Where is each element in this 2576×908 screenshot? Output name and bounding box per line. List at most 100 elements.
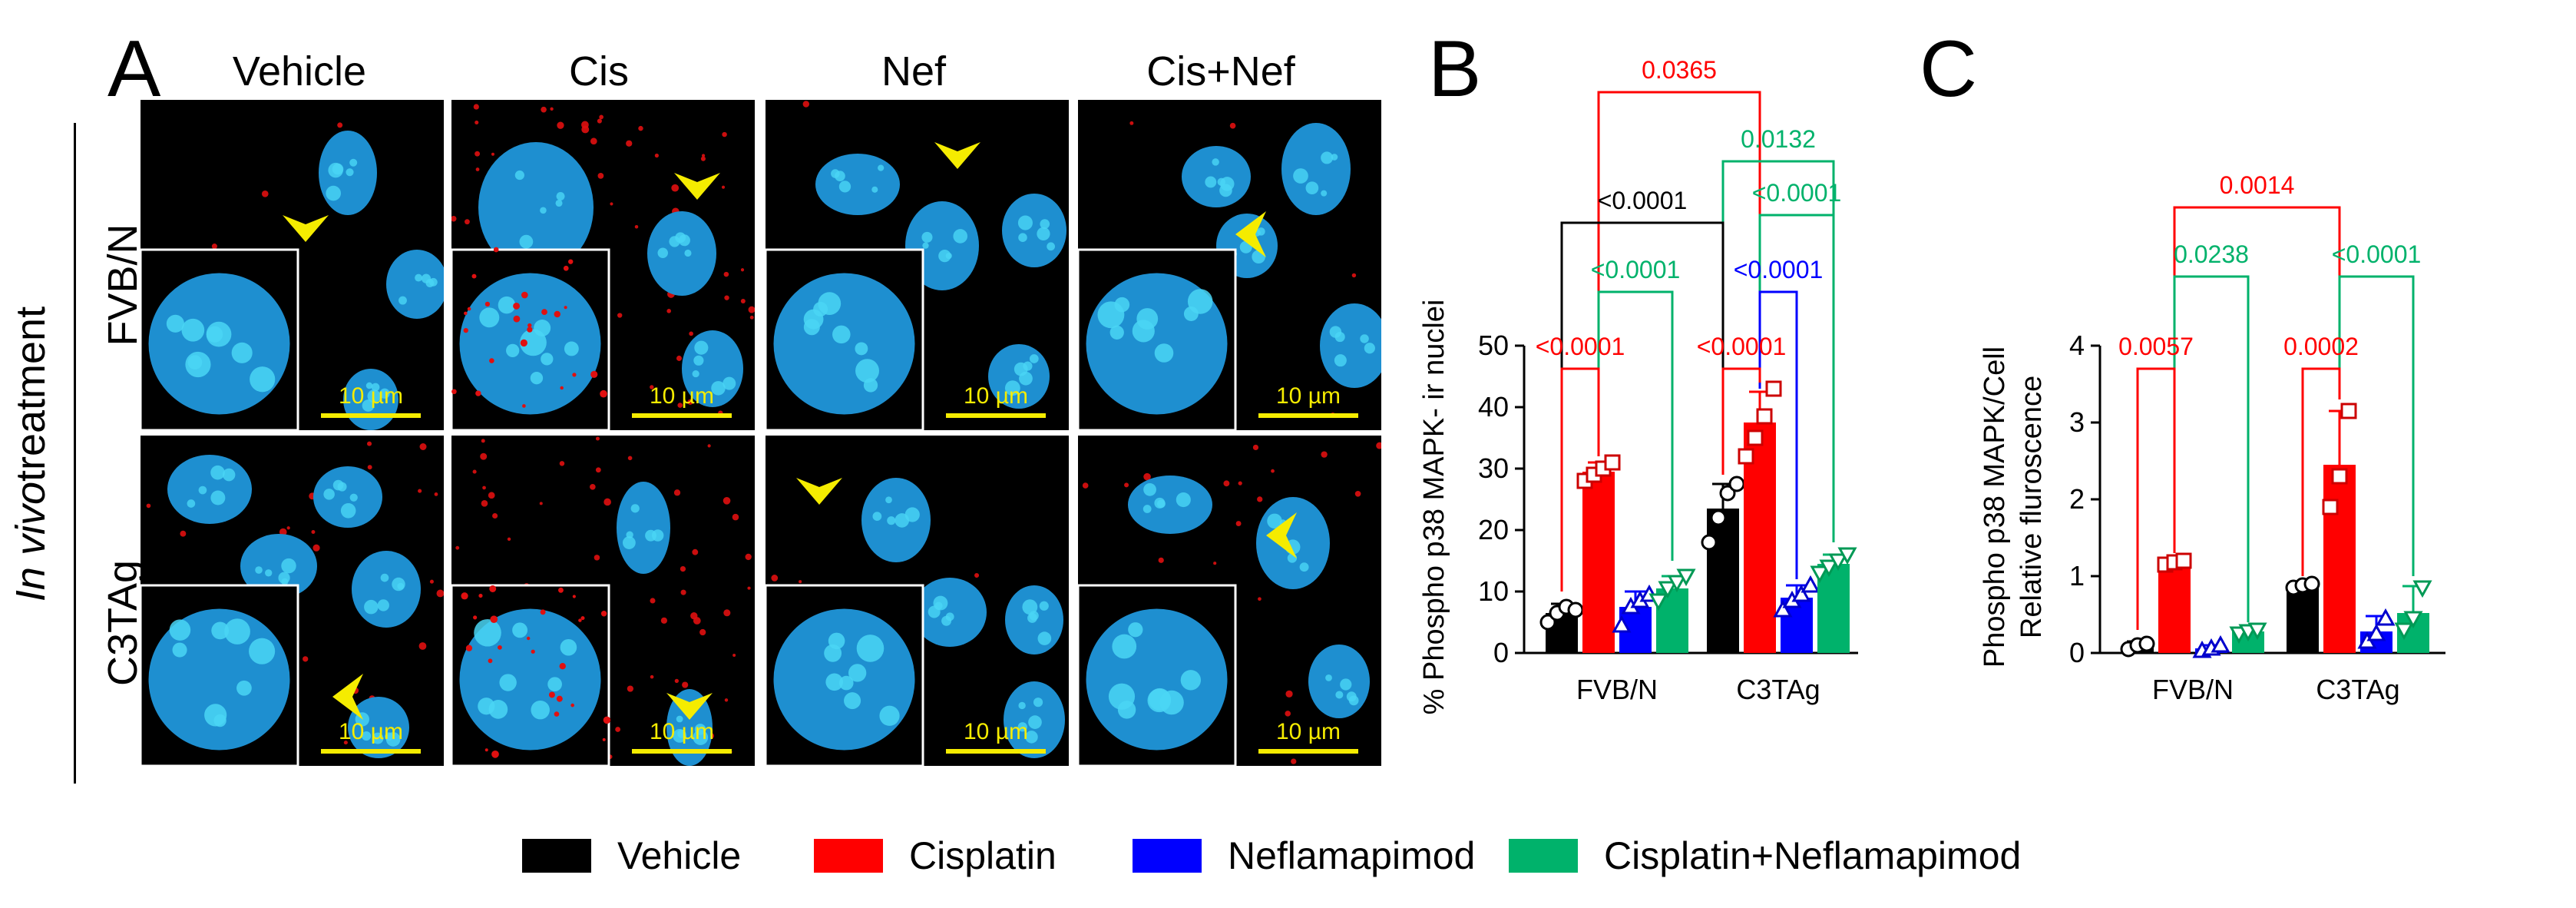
x-tick-label: FVB/N (1576, 674, 1658, 705)
data-point (1539, 614, 1556, 631)
data-point (1567, 601, 1584, 618)
arrowhead-marker (666, 693, 713, 720)
scale-bar-label: 10 µm (1276, 719, 1341, 744)
data-point (1828, 553, 1848, 572)
data-point (1791, 584, 1811, 602)
p-value-label: 0.0014 (2220, 171, 2295, 199)
bar-vehicle-c3tag (2287, 585, 2319, 653)
y-tick-label: 2 (2069, 483, 2085, 515)
data-point (2366, 623, 2386, 641)
p-value-label: <0.0001 (1536, 333, 1625, 360)
legend-label-cisplatin: Cisplatin (909, 834, 1057, 877)
arrowhead-marker (674, 173, 720, 200)
p-value-label: 0.0002 (2283, 333, 2359, 360)
legend-swatch-cisplatin-neflamapimod (1509, 839, 1578, 873)
y-tick-label: 1 (2069, 560, 2085, 592)
legend-label-cisplatin-neflamapimod: Cisplatin+Neflamapimod (1604, 834, 2022, 877)
data-point (2247, 622, 2267, 641)
x-tick-label: C3TAg (2316, 674, 2399, 705)
chart-panel-b: 0 10 20 30 40 50 % Phospho p38 MAPK- ir nuclei… (1418, 56, 1858, 715)
side-label-italic: In vivo (8, 482, 54, 602)
bar-cisplatin-fvb-n (2158, 562, 2191, 653)
data-point (2322, 499, 2339, 515)
legend-swatch-cisplatin (814, 839, 883, 873)
column-header-cis: Cis (569, 48, 629, 94)
data-point (1604, 454, 1621, 471)
x-tick-label: C3TAg (1736, 674, 1820, 705)
row-label-c3tag: C3TAg (100, 559, 146, 687)
micrograph-image: 10 µm (766, 478, 1065, 766)
column-header-nef: Nef (881, 48, 947, 94)
data-point (2340, 403, 2357, 419)
arrowhead-marker (283, 215, 329, 242)
y-tick-label: 30 (1478, 452, 1509, 484)
arrowhead-marker (796, 478, 842, 505)
row-label-fvbn: FVB/N (100, 224, 146, 346)
data-point (1837, 547, 1857, 565)
data-point (1701, 534, 1718, 551)
bar-vehicle-c3tag (1707, 509, 1739, 653)
data-point (1765, 380, 1782, 397)
scale-bar-label: 10 µm (650, 719, 714, 744)
data-point (2138, 635, 2155, 652)
in-vivo-treatment-label: In vivotreatment (7, 300, 55, 608)
legend-swatch-neflamapimod (1133, 839, 1202, 873)
p-value-label: 0.0238 (2174, 240, 2249, 268)
data-point (1719, 485, 1736, 502)
panel-letter-a: A (107, 25, 161, 114)
data-point (1612, 615, 1632, 633)
micrograph-c3tag-nef: 10 µm (766, 436, 1069, 766)
arrowhead-marker (1235, 211, 1266, 257)
legend-item-cisplatin: Cisplatin (814, 833, 1057, 878)
arrowhead-marker (934, 142, 980, 169)
column-header-vehicle: Vehicle (232, 48, 367, 94)
scale-bar-label: 10 µm (650, 383, 714, 409)
y-axis-label: Relative fluroscence (2015, 376, 2048, 638)
micrograph-image: 10 µm (141, 122, 444, 430)
micrograph-image: 10 µm (1078, 121, 1381, 430)
legend-swatch-vehicle (522, 839, 591, 873)
legend-item-neflamapimod: Neflamapimod (1133, 833, 1475, 878)
panel-letter-b: B (1428, 25, 1482, 114)
arrowhead-marker (1266, 512, 1297, 558)
micrograph-image: 10 µm (141, 441, 444, 766)
bar-cisplatin-fvb-n (1582, 472, 1615, 653)
micrograph-fvbn-nef: 10 µm (766, 100, 1069, 430)
y-tick-label: 0 (1493, 637, 1509, 668)
data-point (1810, 565, 1830, 584)
significance-bracket (2301, 367, 2341, 576)
p-value-label: <0.0001 (1697, 333, 1787, 360)
legend-label-vehicle: Vehicle (617, 834, 742, 877)
data-point (1819, 559, 1839, 578)
data-point (1667, 575, 1687, 593)
p-value-label: 0.0057 (2118, 333, 2194, 360)
legend-item-cisplatin-neflamapimod: Cisplatin+Neflamapimod (1509, 833, 2021, 878)
data-point (1658, 581, 1678, 599)
data-point (1676, 568, 1696, 587)
data-point (1747, 429, 1764, 446)
data-point (2394, 622, 2414, 641)
arrowhead-marker (332, 674, 363, 720)
significance-bracket (1758, 290, 1798, 579)
data-point (2303, 575, 2320, 592)
significance-bracket (1721, 367, 1761, 475)
y-tick-label: 3 (2069, 406, 2085, 438)
row-divider-line (74, 123, 76, 784)
scale-bar-label: 10 µm (964, 383, 1028, 409)
x-tick-label: FVB/N (2152, 674, 2234, 705)
micrograph-fvbn-vehicle: 10 µm (141, 100, 444, 430)
micrograph-c3tag-cis: 10 µm (451, 436, 755, 766)
y-axis-label: % Phospho p38 MAPK- ir nuclei (1418, 300, 1450, 715)
data-point (1728, 476, 1745, 492)
micrograph-image: 10 µm (451, 104, 755, 430)
data-point (1648, 593, 1668, 611)
data-point (1738, 448, 1754, 465)
data-point (1773, 599, 1793, 618)
y-tick-label: 20 (1478, 514, 1509, 545)
scale-bar-label: 10 µm (339, 383, 403, 409)
y-tick-label: 10 (1478, 575, 1509, 607)
y-tick-label: 4 (2069, 330, 2085, 361)
scale-bar-label: 10 µm (1276, 383, 1341, 409)
y-tick-label: 0 (2069, 637, 2085, 668)
bar-cisplatin-neflamapimod-c3tag (1817, 564, 1850, 653)
